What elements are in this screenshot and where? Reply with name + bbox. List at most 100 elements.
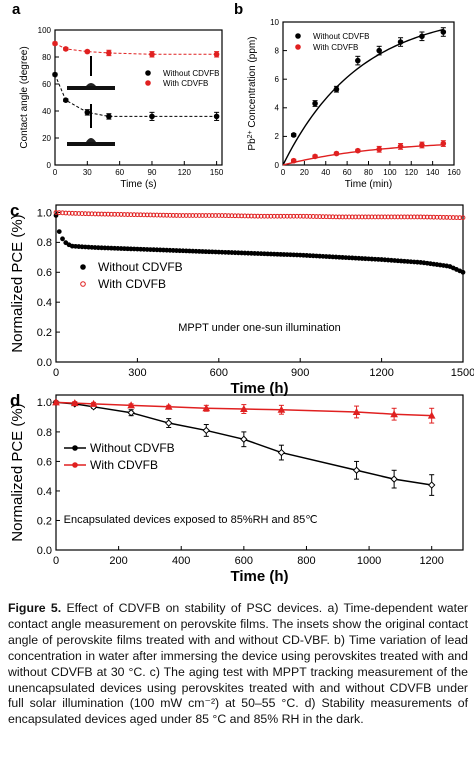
panel-b-x-tick-label: 140: [426, 168, 440, 177]
panel-c-series-with-point: [349, 214, 355, 220]
panel-d-series-with-point: [52, 398, 60, 406]
panel-d-series-without-point: [165, 419, 173, 427]
panel-c-y-tick-label: 1.0: [37, 207, 52, 219]
panel-c-series-with-point: [261, 213, 267, 219]
panel-b-series-with-point: [333, 150, 340, 157]
panel-c-series-with-point: [372, 214, 378, 220]
panel-b-x-tick-label: 80: [364, 168, 373, 177]
panel-d-y-tick-label: 0.8: [37, 427, 52, 439]
panel-c-series-with-point: [294, 213, 300, 219]
panel-a-series-without-point: [106, 113, 112, 120]
panel-c-series-with-point: [434, 214, 440, 220]
panel-c-series-with-point: [190, 213, 196, 218]
panel-c-series-with-point: [411, 214, 417, 220]
panel-c-y-tick-label: 0.2: [37, 327, 52, 339]
panel-c-series-without-point: [60, 236, 65, 242]
panel-c-series-with-point: [229, 213, 235, 219]
panel-b-x-tick-label: 20: [300, 168, 309, 177]
panel-d-series-with-legend-marker: [72, 462, 78, 468]
panel-a-series-with-legend-label: With CDVFB: [163, 79, 208, 88]
panel-a-y-tick-label: 40: [42, 107, 51, 116]
panel-c-series-with-point: [99, 211, 104, 217]
panel-c-series-with-point: [385, 214, 391, 220]
panel-c-series-without-point: [63, 240, 69, 246]
panel-d-series-without-point: [202, 426, 210, 435]
panel-c-series-with-point: [388, 214, 394, 220]
panel-d-series-without-point: [240, 435, 248, 443]
panel-b-series-with-point: [419, 142, 425, 148]
panel-b-series-without-point: [333, 86, 340, 93]
panel-c-series-with-point: [95, 211, 101, 217]
panel-d-y-axis-title: Normalized PCE (%): [9, 403, 26, 541]
panel-b-y-tick-label: 8: [275, 46, 280, 55]
panel-b-series-without-point: [376, 47, 382, 54]
panel-a-x-axis-title: Time (s): [120, 179, 156, 190]
panel-d-series-with-point: [427, 411, 436, 419]
panel-c-series-with-point: [278, 213, 284, 219]
panel-c-annotation: MPPT under one-sun illumination: [178, 322, 340, 334]
panel-c-series-with-point: [82, 211, 88, 217]
panel-c-frame: [55, 204, 464, 363]
panel-c-series-with-point: [437, 214, 443, 220]
panel-a-series-without-legend-marker: [145, 70, 151, 76]
panel-c-series-with-point: [401, 214, 407, 220]
panel-c-series-with-point: [73, 210, 78, 216]
panel-b-x-axis-title: Time (min): [345, 179, 392, 190]
panel-c-series-with-point: [118, 212, 124, 217]
panel-c-series-with-point: [392, 214, 398, 220]
panel-a-inset-droplet: [86, 83, 96, 86]
panel-b-series-without-point: [440, 29, 447, 35]
panel-c-series-with-point: [327, 214, 332, 220]
panel-c-series-with-point: [382, 214, 388, 220]
panel-c-series-with-point: [108, 211, 114, 217]
panel-c-series-with-point: [268, 213, 274, 219]
panel-c-series-with-point: [255, 213, 261, 219]
panel-c-series-with-point: [76, 211, 82, 216]
panel-c-series-with-point: [112, 211, 118, 217]
panel-c-series-with-point: [53, 210, 59, 215]
panel-c-series-with-point: [226, 213, 231, 219]
panel-c-series-with-point: [320, 214, 326, 220]
panel-c-x-tick-label: 1200: [369, 367, 393, 379]
panel-c-series-with-point: [203, 213, 209, 218]
panel-d-frame: [55, 394, 464, 551]
panel-b-series-without-fit-line: [282, 28, 444, 166]
panel-b-y-tick-label: 0: [275, 161, 280, 170]
panel-c-series-with-point: [216, 213, 222, 218]
panel-c-series-with-point: [343, 214, 349, 220]
panel-c-series-with-point: [356, 214, 362, 220]
panel-a-label: a: [12, 1, 21, 18]
panel-c-x-tick-label: 600: [210, 367, 228, 379]
panel-d-series-with-legend-label: With CDVFB: [90, 458, 158, 472]
panel-b-y-tick-label: 4: [275, 104, 280, 113]
panel-c-series-with-point: [418, 214, 424, 220]
panel-c-series-with-point: [92, 211, 98, 217]
panel-c-series-with-point: [310, 214, 316, 219]
panel-b-series-with-point: [355, 147, 361, 154]
panel-c-series-without-point: [56, 229, 62, 235]
panel-c-series-with-point: [63, 210, 69, 216]
panel-c-series-with-point: [164, 212, 170, 218]
panel-c-series-with-point: [421, 214, 427, 220]
panel-d-x-tick-label: 200: [109, 555, 127, 567]
panel-d-series-without-point: [127, 409, 135, 417]
panel-d-x-tick-label: 0: [53, 555, 59, 567]
panel-d-series-with-point: [240, 404, 248, 413]
panel-c-series-with-point: [307, 213, 313, 219]
panel-d-series-with-point: [202, 404, 211, 412]
panel-c-series-with-point: [284, 213, 290, 219]
panel-a-series-with-point: [62, 46, 69, 52]
panel-a-series-without-point: [52, 71, 58, 78]
panel-b-x-tick-label: 100: [383, 168, 397, 177]
panel-c-series-with-point: [281, 213, 287, 219]
panel-a-y-tick-label: 80: [42, 53, 51, 62]
panel-a-y-tick-label: 60: [42, 80, 51, 89]
panel-c-series-with-point: [174, 213, 179, 218]
panel-c-series-without-legend-label: Without CDVFB: [98, 260, 183, 274]
panel-d-series-without-point: [277, 448, 286, 457]
panel-c-series-without-point: [460, 269, 466, 275]
panel-a-series-with-legend-marker: [145, 80, 151, 86]
panel-d-series-with-point: [277, 405, 286, 413]
panel-c-series-with-point: [353, 214, 358, 220]
